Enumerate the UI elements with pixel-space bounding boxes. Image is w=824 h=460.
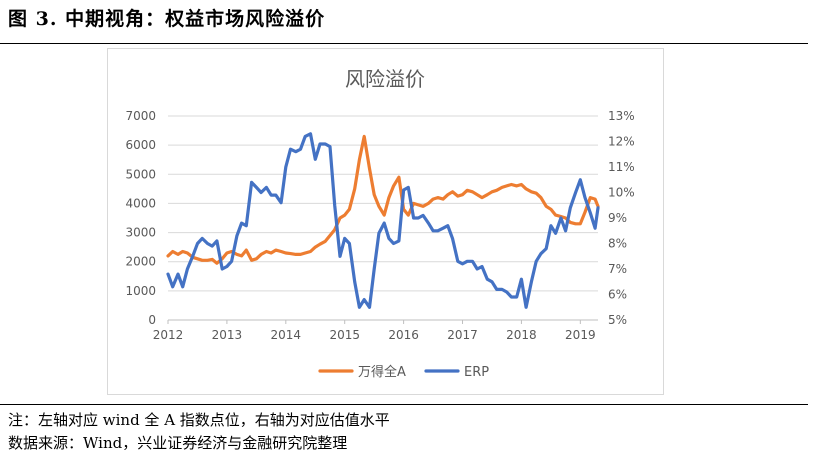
legend-label: 万得全A bbox=[358, 364, 406, 380]
left-tick-label: 2000 bbox=[125, 255, 156, 269]
x-tick-label: 2015 bbox=[329, 328, 360, 342]
left-tick-label: 4000 bbox=[125, 196, 156, 210]
left-tick-label: 5000 bbox=[125, 167, 156, 181]
x-tick-label: 2017 bbox=[447, 328, 478, 342]
data-source: 数据来源：Wind，兴业证券经济与金融研究院整理 bbox=[8, 434, 348, 452]
plot-area bbox=[166, 132, 600, 309]
gridlines bbox=[168, 115, 598, 292]
right-tick-label: 7% bbox=[608, 262, 627, 276]
x-tick-label: 2018 bbox=[506, 328, 537, 342]
axis-note: 注：左轴对应 wind 全 A 指数点位，右轴为对应估值水平 bbox=[8, 411, 390, 429]
right-tick-label: 9% bbox=[608, 211, 627, 225]
right-tick-label: 6% bbox=[608, 288, 627, 302]
right-tick-label: 13% bbox=[608, 109, 635, 123]
bottom-rule bbox=[0, 404, 808, 405]
chart-title: 风险溢价 bbox=[345, 67, 425, 91]
x-tick-label: 2014 bbox=[271, 328, 302, 342]
risk-premium-chart: 风险溢价 0 1000 2000 3000 4000 5000 6000 7000 5% 6% 7… bbox=[125, 67, 635, 380]
series-line-erp bbox=[166, 132, 600, 309]
top-rule bbox=[0, 43, 808, 44]
right-tick-label: 5% bbox=[608, 313, 627, 327]
legend-label: ERP bbox=[464, 365, 489, 380]
x-tick-label: 2016 bbox=[388, 328, 419, 342]
figure-title: 图 3. 中期视角：权益市场风险溢价 bbox=[8, 8, 326, 30]
legend: 万得全A ERP bbox=[318, 364, 489, 380]
series-line-wind-a bbox=[166, 134, 600, 265]
left-tick-label: 7000 bbox=[125, 109, 156, 123]
x-tick-label: 2012 bbox=[153, 328, 184, 342]
right-tick-label: 8% bbox=[608, 237, 627, 251]
left-tick-label: 0 bbox=[148, 313, 156, 327]
chart-container: 风险溢价 0 1000 2000 3000 4000 5000 6000 7000 5% 6% 7… bbox=[107, 48, 664, 395]
right-tick-label: 10% bbox=[608, 186, 635, 200]
left-tick-label: 3000 bbox=[125, 226, 156, 240]
x-tick-label: 2013 bbox=[212, 328, 243, 342]
x-tick-label: 2019 bbox=[565, 328, 596, 342]
left-tick-label: 6000 bbox=[125, 138, 156, 152]
left-tick-label: 1000 bbox=[125, 284, 156, 298]
right-axis: 5% 6% 7% 8% 9% 10% 11% 12% 13% bbox=[608, 109, 635, 327]
x-axis: 2012 2013 2014 2015 2016 2017 2018 2019 bbox=[153, 319, 598, 342]
right-tick-label: 11% bbox=[608, 160, 635, 174]
left-axis: 0 1000 2000 3000 4000 5000 6000 7000 bbox=[125, 109, 156, 327]
right-tick-label: 12% bbox=[608, 135, 635, 149]
